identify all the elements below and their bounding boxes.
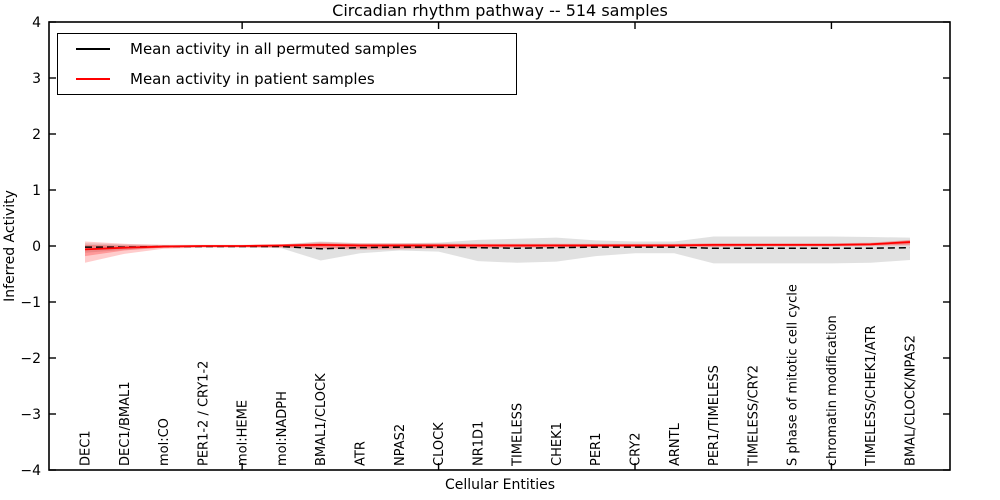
x-tick-label: BMAL1/CLOCK [314, 373, 329, 466]
y-tick-label: −1 [20, 295, 41, 311]
y-tick-label: 0 [32, 239, 41, 255]
x-tick-label: mol:HEME [236, 400, 251, 466]
x-tick-label: PER1/TIMELESS [707, 365, 722, 466]
x-tick-label: CHEK1 [550, 422, 565, 466]
x-tick-label: chromatin modification [825, 315, 840, 466]
y-tick-label: −4 [20, 463, 41, 479]
y-tick-label: 1 [32, 183, 41, 199]
legend-item-permuted: Mean activity in all permuted samples [58, 35, 516, 63]
x-tick-label: S phase of mitotic cell cycle [786, 284, 801, 466]
legend-line-permuted-icon [76, 48, 110, 51]
x-tick-label: DEC1 [79, 430, 94, 466]
x-tick-label: ARNTL [668, 422, 683, 466]
mean-activity-in-patient-samples-line [84, 241, 911, 251]
legend-label-permuted: Mean activity in all permuted samples [130, 40, 417, 59]
x-tick-label: mol:CO [157, 418, 172, 466]
x-tick-label: CLOCK [432, 422, 447, 466]
x-tick-label: CRY2 [629, 433, 644, 467]
y-tick-label: 2 [32, 127, 41, 143]
chart-title: Circadian rhythm pathway -- 514 samples [332, 1, 668, 20]
x-tick-label: BMAL/CLOCK/NPAS2 [904, 335, 919, 466]
y-tick-label: 4 [32, 15, 41, 31]
x-tick-label: mol:NADPH [275, 391, 290, 466]
legend-label-patient: Mean activity in patient samples [130, 69, 375, 88]
x-tick-label: NR1D1 [471, 421, 486, 466]
x-tick-label: NPAS2 [393, 424, 408, 466]
x-tick-label: ATR [354, 441, 369, 466]
y-tick-label: −2 [20, 351, 41, 367]
x-tick-label: PER1 [589, 433, 604, 466]
permuted-samples-std-band [85, 236, 910, 264]
x-tick-label: PER1-2 / CRY1-2 [196, 361, 211, 466]
legend: Mean activity in all permuted samples Me… [57, 33, 517, 95]
x-axis-label: Cellular Entities [444, 477, 556, 493]
y-tick-label: 3 [32, 71, 41, 87]
y-axis-label: Inferred Activity [2, 190, 18, 302]
x-tick-label: DEC1/BMAL1 [118, 382, 133, 467]
legend-line-patient-icon [76, 77, 110, 80]
y-tick-label: −3 [20, 407, 41, 423]
x-tick-label: TIMELESS [511, 403, 526, 467]
x-tick-label: TIMELESS/CHEK1/ATR [864, 325, 879, 467]
x-tick-label: TIMELESS/CRY2 [746, 365, 761, 467]
legend-item-patient: Mean activity in patient samples [58, 65, 516, 93]
